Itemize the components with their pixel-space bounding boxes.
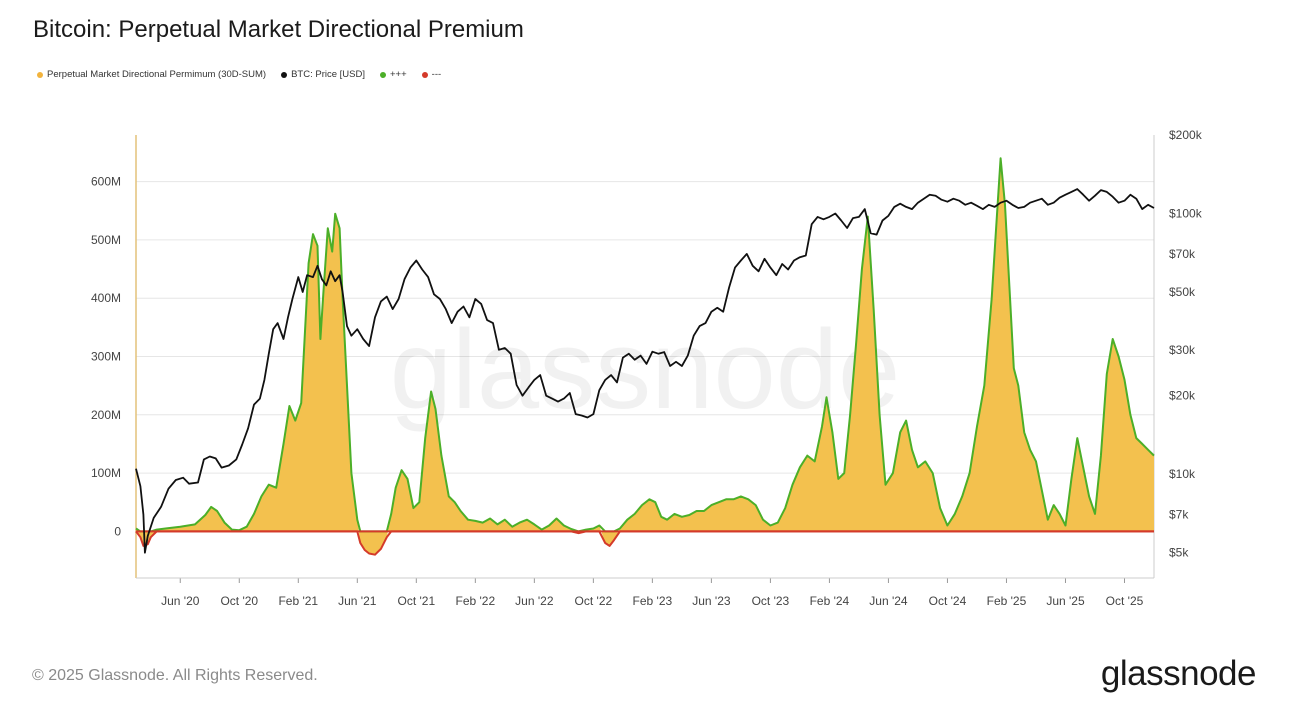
x-tick-label: Jun '25 xyxy=(1046,594,1085,608)
x-tick-label: Feb '21 xyxy=(278,594,318,608)
legend-item-premium[interactable]: Perpetual Market Directional Permimum (3… xyxy=(37,69,266,80)
series-layer xyxy=(135,157,1155,556)
x-tick-label: Oct '22 xyxy=(575,594,613,608)
legend-item-negative[interactable]: --- xyxy=(421,69,442,80)
footer-brand-logo[interactable]: glassnode xyxy=(1100,654,1257,693)
x-tick-label: Jun '21 xyxy=(338,594,377,608)
y-left-tick-label: 100M xyxy=(91,466,121,480)
x-tick-label: Feb '24 xyxy=(810,594,850,608)
y-left-tick-label: 300M xyxy=(91,350,121,364)
y-right-tick-label: $100k xyxy=(1169,206,1203,220)
x-tick-label: Feb '23 xyxy=(633,594,673,608)
x-tick-label: Jun '24 xyxy=(869,594,908,608)
x-tick-label: Feb '22 xyxy=(456,594,496,608)
x-tick-label: Feb '25 xyxy=(987,594,1027,608)
legend-dot-price xyxy=(281,71,288,78)
x-tick-label: Oct '25 xyxy=(1106,594,1144,608)
x-tick-label: Oct '21 xyxy=(397,594,435,608)
y-left-tick-label: 0 xyxy=(114,524,121,538)
legend-label-negative: --- xyxy=(431,69,442,80)
legend-item-price[interactable]: BTC: Price [USD] xyxy=(281,69,365,80)
legend-dot-negative xyxy=(421,71,428,78)
legend-dot-premium xyxy=(37,71,43,78)
legend-dot-positive xyxy=(380,71,386,78)
premium-area-fill xyxy=(136,158,1154,555)
y-left-tick-label: 600M xyxy=(91,175,121,189)
y-right-tick-label: $20k xyxy=(1169,389,1196,403)
y-right-tick-label: $7k xyxy=(1169,508,1189,522)
x-tick-label: Oct '24 xyxy=(929,594,967,608)
premium-negative-line xyxy=(135,530,1154,556)
legend-label-positive: +++ xyxy=(390,69,407,80)
x-tick-label: Jun '23 xyxy=(692,594,731,608)
y-left-tick-label: 400M xyxy=(91,291,121,305)
premium-positive-line xyxy=(135,157,1155,533)
watermark: glassnode xyxy=(390,307,901,432)
x-tick-label: Oct '20 xyxy=(220,594,258,608)
x-tick-label: Oct '23 xyxy=(752,594,790,608)
legend: Perpetual Market Directional Permimum (3… xyxy=(37,69,456,80)
y-right-tick-label: $5k xyxy=(1169,546,1189,560)
y-right-tick-label: $70k xyxy=(1169,247,1196,261)
legend-item-positive[interactable]: +++ xyxy=(380,69,407,80)
y-left-tick-label: 200M xyxy=(91,408,121,422)
y-right-tick-label: $10k xyxy=(1169,467,1196,481)
y-right-tick-label: $30k xyxy=(1169,343,1196,357)
legend-label-premium: Perpetual Market Directional Permimum (3… xyxy=(47,69,267,80)
y-right-tick-label: $200k xyxy=(1169,128,1203,142)
chart-title: Bitcoin: Perpetual Market Directional Pr… xyxy=(33,16,524,43)
btc-price-line xyxy=(135,188,1155,554)
x-tick-label: Jun '20 xyxy=(161,594,200,608)
legend-label-price: BTC: Price [USD] xyxy=(291,69,365,80)
y-right-tick-label: $50k xyxy=(1169,285,1196,299)
x-tick-label: Jun '22 xyxy=(515,594,554,608)
footer-copyright: © 2025 Glassnode. All Rights Reserved. xyxy=(32,667,318,684)
y-left-tick-label: 500M xyxy=(91,233,121,247)
tick-labels: 0 100M 200M 300M 400M 500M 600M $5k $7k $10k $20k $… xyxy=(91,128,1203,608)
